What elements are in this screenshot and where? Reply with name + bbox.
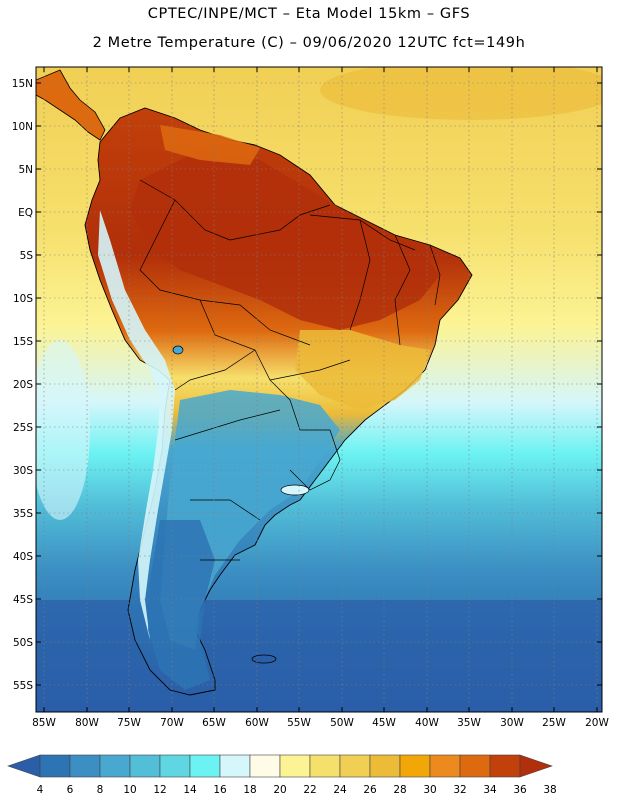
lon-label: 80W: [75, 717, 99, 729]
falkland-islands: [251, 654, 277, 664]
lat-label: 15N: [12, 78, 33, 90]
central-america-land: [36, 69, 106, 141]
colorbar-swatch: [39, 754, 71, 778]
lake-titicaca: [172, 345, 184, 355]
colorbar-label: 28: [393, 784, 406, 796]
lon-label: 85W: [32, 717, 56, 729]
lat-label: 35S: [13, 508, 33, 520]
lat-label: 10N: [12, 121, 33, 133]
lagoa-dos-patos: [280, 484, 310, 496]
colorbar-swatch: [69, 754, 101, 778]
colorbar-swatch: [459, 754, 491, 778]
colorbar-label: 18: [243, 784, 256, 796]
lat-label: 50S: [13, 637, 33, 649]
lat-label: 25S: [13, 422, 33, 434]
colorbar-label: 22: [303, 784, 316, 796]
colorbar-swatch: [369, 754, 401, 778]
lat-label: 20S: [13, 379, 33, 391]
colorbar-right-arrow: [519, 754, 553, 778]
warm-ocean-patch: [320, 67, 602, 120]
brazil-east-mild-area: [295, 330, 430, 410]
lon-label: 45W: [372, 717, 396, 729]
colorbar-swatch: [129, 754, 161, 778]
lat-label: EQ: [18, 207, 33, 219]
lon-label: 60W: [245, 717, 269, 729]
colorbar-label: 12: [153, 784, 166, 796]
lon-label: 75W: [117, 717, 141, 729]
colorbar-swatch: [159, 754, 191, 778]
lon-label: 20W: [585, 717, 609, 729]
lon-label: 50W: [330, 717, 354, 729]
lon-label: 40W: [415, 717, 439, 729]
colorbar-label: 26: [363, 784, 377, 796]
colorbar-label: 38: [543, 784, 556, 796]
colorbar-swatch: [279, 754, 311, 778]
title-line-2: 2 Metre Temperature (C) – 09/06/2020 12U…: [92, 35, 526, 51]
andes-cool-strip: [98, 210, 175, 640]
lat-label: 45S: [13, 594, 33, 606]
venezuela-warm-area: [160, 125, 260, 165]
colorbar-label: 14: [183, 784, 197, 796]
latitude-axis: 15N 10N 5N EQ 5S 10S 15S 20S 25S 30S 35S 40S 45S 50S 5…: [12, 78, 602, 692]
colorbar-swatch: [309, 754, 341, 778]
colorbar-swatch: [249, 754, 281, 778]
colorbar-label: 4: [37, 784, 44, 796]
lon-label: 30W: [500, 717, 524, 729]
amazon-hot-core: [130, 150, 440, 330]
country-borders: [139, 179, 441, 561]
lat-label: 55S: [13, 680, 33, 692]
colorbar-swatch: [489, 754, 521, 778]
patagonia-cold-area: [148, 520, 215, 690]
colorbar-swatch: [219, 754, 251, 778]
lat-label: 5N: [18, 164, 33, 176]
colorbar-label: 30: [423, 784, 436, 796]
colorbar-label: 8: [97, 784, 104, 796]
lat-label: 15S: [13, 336, 33, 348]
longitude-axis: 85W 80W 75W 70W 65W 60W 55W 50W 45W 40W 35W 30W 25W 2…: [32, 67, 609, 729]
colorbar-label: 16: [213, 784, 227, 796]
colorbar-left-arrow: [7, 754, 41, 778]
lat-label: 30S: [13, 465, 33, 477]
lon-label: 55W: [287, 717, 311, 729]
colorbar-label: 34: [483, 784, 497, 796]
lat-label: 40S: [13, 551, 33, 563]
colorbar-label: 20: [273, 784, 286, 796]
colorbar-swatch: [429, 754, 461, 778]
colorbar-swatch: [189, 754, 221, 778]
lat-label: 10S: [13, 293, 33, 305]
lon-label: 65W: [202, 717, 226, 729]
lat-label: 5S: [20, 250, 34, 262]
colorbar-swatch: [399, 754, 431, 778]
lon-label: 70W: [160, 717, 184, 729]
title-line-1: CPTEC/INPE/MCT – Eta Model 15km – GFS: [147, 6, 471, 22]
colorbar-label: 10: [123, 784, 136, 796]
colorbar-swatch: [99, 754, 131, 778]
colorbar-swatch: [339, 754, 371, 778]
colorbar-label: 32: [453, 784, 466, 796]
colorbar-label: 36: [513, 784, 527, 796]
map-frame: [35, 66, 603, 713]
colorbar-label: 24: [333, 784, 347, 796]
lon-label: 35W: [457, 717, 481, 729]
chile-coast-cool-tongue: [36, 340, 90, 520]
lon-label: 25W: [542, 717, 566, 729]
colorbar-label: 6: [67, 784, 74, 796]
